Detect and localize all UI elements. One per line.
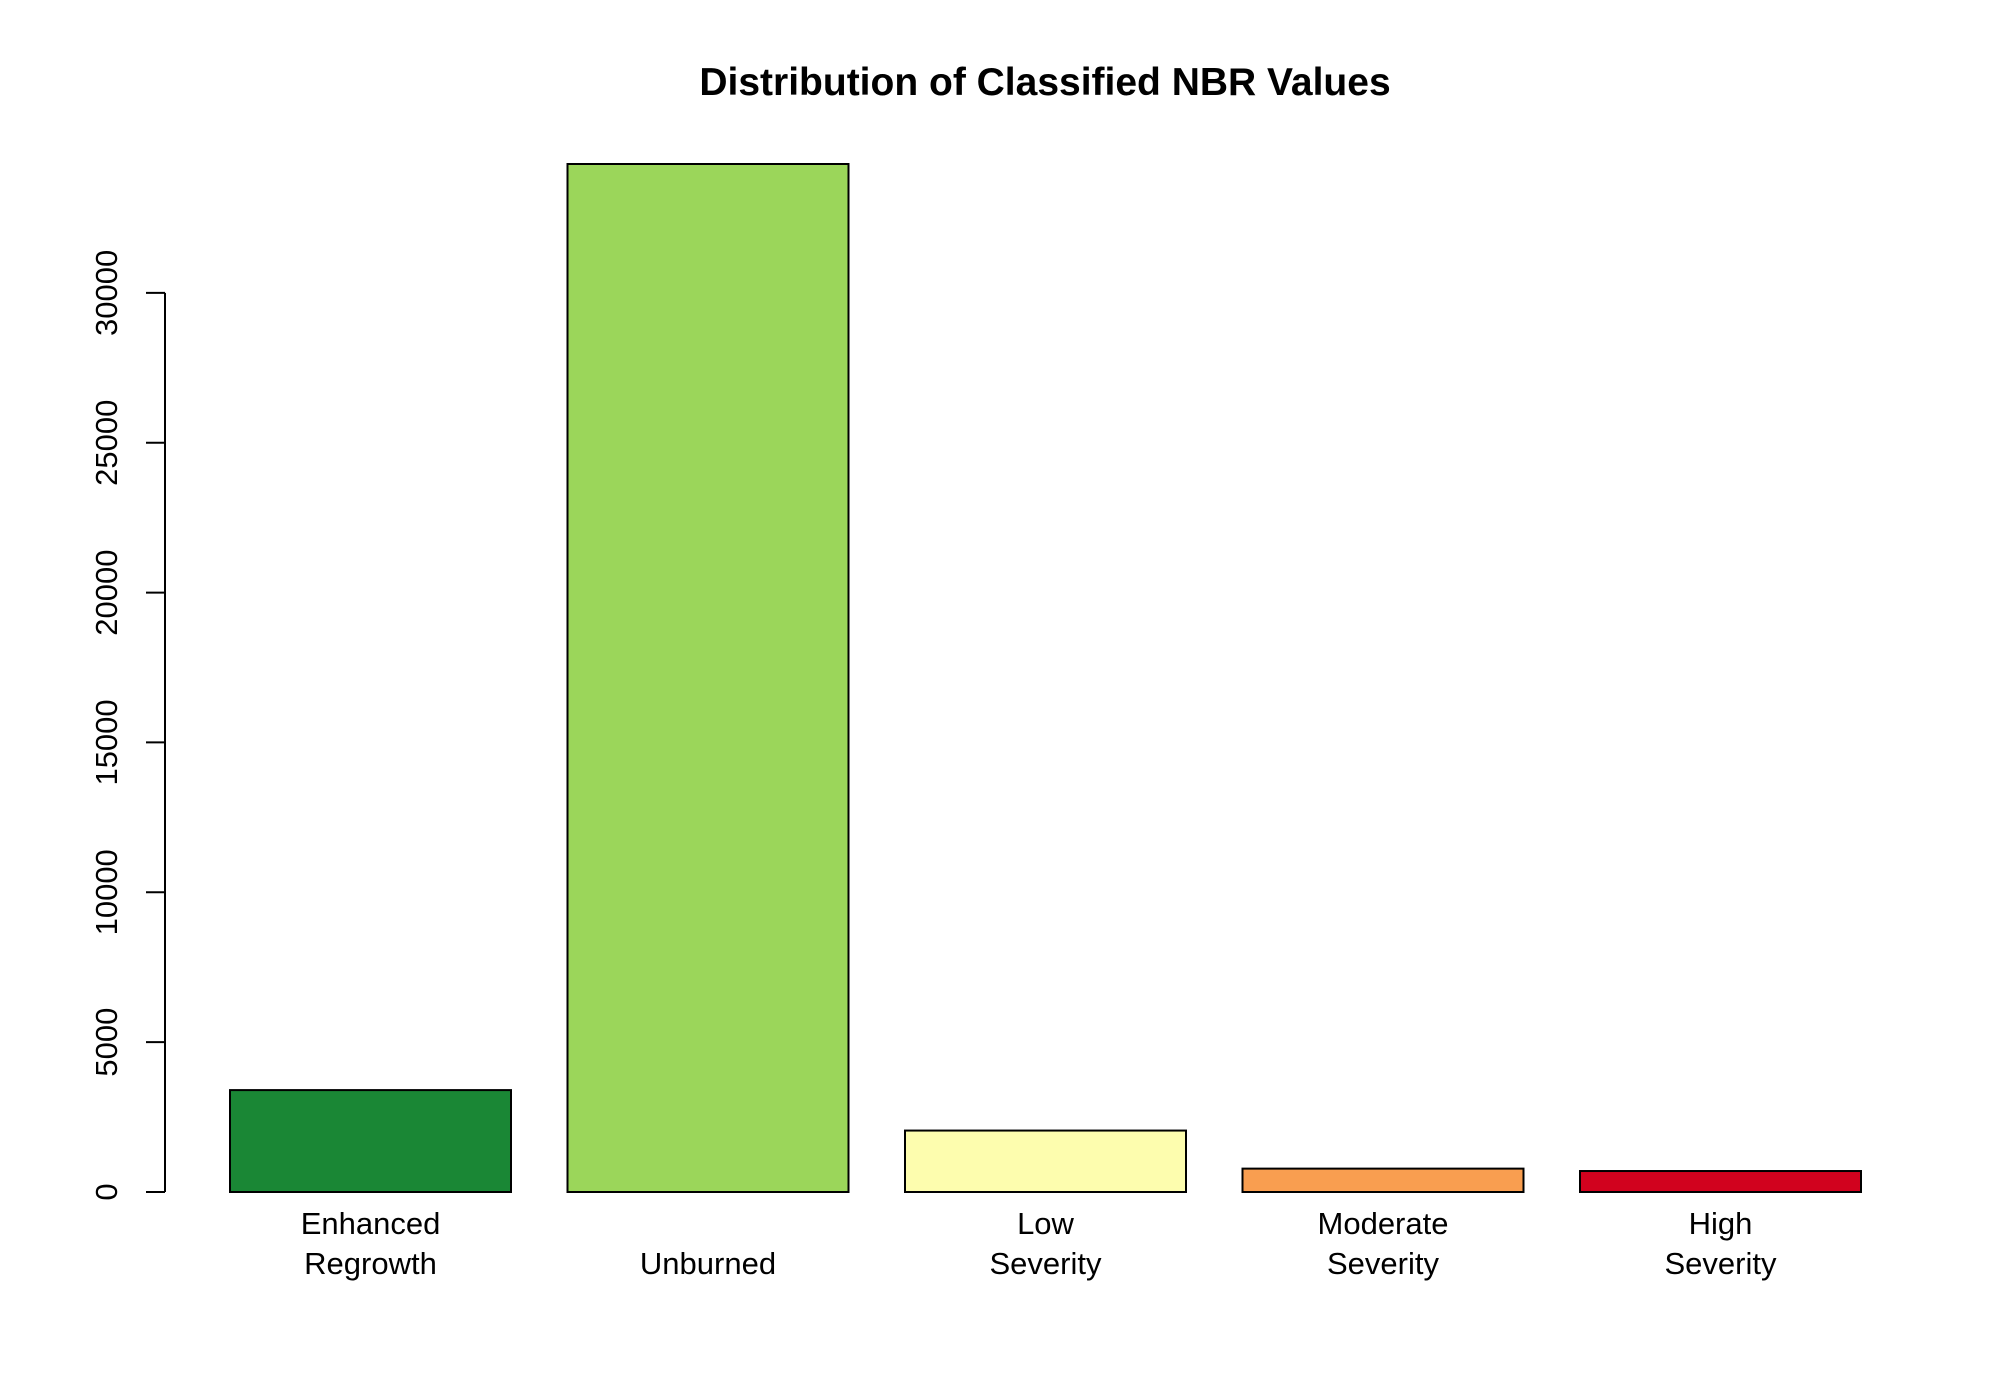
category-label: Moderate <box>1318 1206 1449 1241</box>
y-tick-label: 0 <box>89 1183 124 1200</box>
y-tick-label: 20000 <box>89 549 124 635</box>
y-tick-label: 5000 <box>89 1008 124 1077</box>
category-label: Severity <box>990 1246 1102 1281</box>
category-label: Severity <box>1327 1246 1439 1281</box>
y-tick-label: 30000 <box>89 250 124 336</box>
bar-1 <box>566 163 850 1193</box>
category-label: Unburned <box>640 1246 776 1281</box>
category-label: Regrowth <box>304 1246 437 1281</box>
bar-3 <box>1241 1167 1525 1193</box>
category-label: Enhanced <box>301 1206 441 1241</box>
y-tick-label: 15000 <box>89 699 124 785</box>
y-axis: 0 5000 10000 15000 20000 25000 30000 <box>89 250 166 1201</box>
y-tick-label: 10000 <box>89 849 124 935</box>
category-label: High <box>1689 1206 1753 1241</box>
bars-group <box>229 163 1862 1194</box>
bar-4 <box>1579 1170 1862 1193</box>
chart-title: Distribution of Classified NBR Values <box>699 61 1390 104</box>
category-label: Low <box>1017 1206 1074 1241</box>
category-label: Severity <box>1665 1246 1777 1281</box>
x-axis-labels: Enhanced Regrowth Unburned Low Severity Moder… <box>301 1206 1777 1281</box>
y-tick-label: 25000 <box>89 400 124 486</box>
bar-0 <box>229 1089 512 1193</box>
bar-2 <box>904 1129 1187 1194</box>
